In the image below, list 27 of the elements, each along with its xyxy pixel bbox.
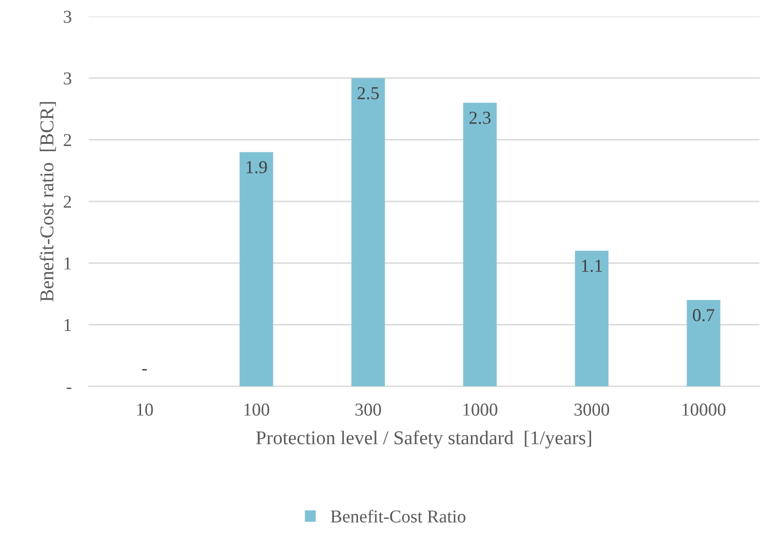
bar [574,250,609,386]
x-tick-label: 100 [244,404,270,416]
x-tick-label: 10 [137,404,153,416]
y-tick-label: 3 [64,72,72,85]
y-tick-label: 1 [64,319,71,331]
x-tick-label: 1000 [463,404,498,416]
bar [463,102,497,386]
data-label: 2.3 [469,112,491,124]
y-tick-label: 3 [64,10,72,23]
y-axis-title: Benefit-Cost ratio [BCR] [40,102,56,302]
y-tick-label: - [66,388,72,390]
x-axis-title: Protection level / Safety standard [1/years] [256,430,592,448]
y-tick-label: 2 [64,196,71,208]
bar [351,78,385,386]
data-label: - [142,369,147,370]
legend-label: Benefit-Cost Ratio [330,510,466,523]
y-tick-label: 2 [64,134,71,146]
bar [240,152,274,386]
bar [686,300,720,386]
data-label: 1.1 [582,260,602,272]
data-label: 2.5 [358,87,379,100]
data-label: 1.9 [246,161,267,174]
data-label: 0.7 [692,309,714,322]
x-tick-label: 300 [355,404,382,416]
x-tick-label: 3000 [574,404,610,416]
y-tick-label: 1 [64,257,71,270]
x-tick-label: 10000 [682,404,726,416]
